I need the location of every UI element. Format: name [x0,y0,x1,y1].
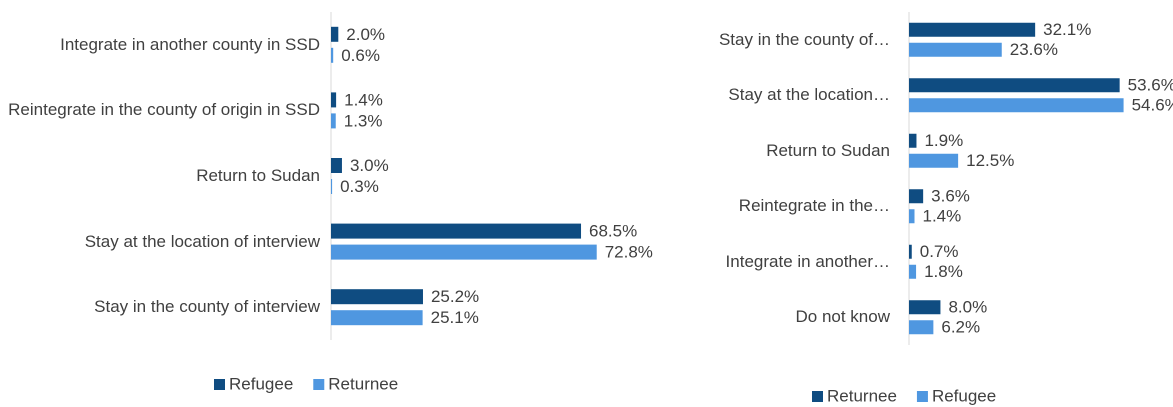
data-label: 0.7% [920,242,959,261]
category-label: Integrate in another… [660,232,890,292]
bar [909,133,917,148]
category-text: Stay in the county of interview [94,297,320,317]
category-text: Integrate in another county in SSD [60,34,320,54]
data-label: 8.0% [948,298,987,317]
bar [909,244,912,259]
legend-swatch [916,391,928,402]
bar [909,98,1124,113]
data-label: 25.1% [431,308,479,327]
bar [909,264,917,279]
category-text: Stay in the county of… [718,29,890,49]
category-text: Reintegrate in the… [738,196,890,216]
data-label: 1.8% [924,262,963,281]
category-label: Return to Sudan [660,121,890,181]
data-label: 3.6% [931,187,970,206]
category-text: Stay at the location… [728,85,890,105]
bar [909,320,934,335]
bar [331,289,423,305]
category-label: Stay at the location of interview [0,212,320,272]
bar [909,78,1120,93]
data-label: 1.4% [923,207,962,226]
category-label: Reintegrate in the… [660,176,890,236]
bar [331,310,423,326]
legend-label: Refugee [229,374,293,393]
bar [909,189,924,204]
category-label: Stay in the county of interview [0,277,320,337]
data-label: 23.6% [1010,40,1058,59]
data-label: 54.6% [1132,96,1173,115]
data-label: 25.2% [431,287,479,306]
legend-label: Refugee [932,386,996,405]
bar [909,153,959,168]
bar [331,47,334,63]
legend-swatch [812,391,823,402]
category-label: Return to Sudan [0,146,320,206]
data-label: 12.5% [966,151,1014,170]
category-text: Integrate in another… [725,251,890,271]
data-label: 3.0% [350,156,389,175]
bar [331,92,337,108]
category-text: Stay at the location of interview [84,231,320,251]
bar [331,113,336,129]
category-label: Stay in the county of… [660,10,890,70]
category-label: Do not know [660,287,891,347]
legend-label: Returnee [827,386,897,405]
data-label: 0.3% [340,177,379,196]
category-label: Reintegrate in the county of origin in S… [0,80,320,140]
data-label: 32.1% [1043,20,1091,39]
bar [909,22,1036,37]
category-text: Reintegrate in the county of origin in S… [8,100,320,120]
category-text: Return to Sudan [766,140,890,160]
bar [331,244,597,260]
data-label: 6.2% [941,318,980,337]
bar [331,158,342,173]
legend-swatch [214,379,225,390]
legend-swatch [313,379,325,390]
bar [331,179,333,194]
bar [909,42,1002,57]
data-label: 68.5% [589,222,637,241]
data-label: 1.9% [924,131,963,150]
category-label: Integrate in another county in SSD [0,15,320,75]
bar [331,26,339,42]
bar [909,300,941,315]
data-label: 1.4% [344,90,383,109]
bar [331,223,582,239]
category-text: Do not know [795,307,891,327]
category-text: Return to Sudan [196,166,320,185]
category-label: Stay at the location… [660,65,890,125]
data-label: 72.8% [605,243,653,262]
legend-label: Returnee [328,374,398,393]
data-label: 0.6% [341,46,380,65]
bar [909,209,915,224]
data-label: 53.6% [1128,76,1173,95]
data-label: 1.3% [344,111,383,130]
data-label: 2.0% [346,25,385,44]
